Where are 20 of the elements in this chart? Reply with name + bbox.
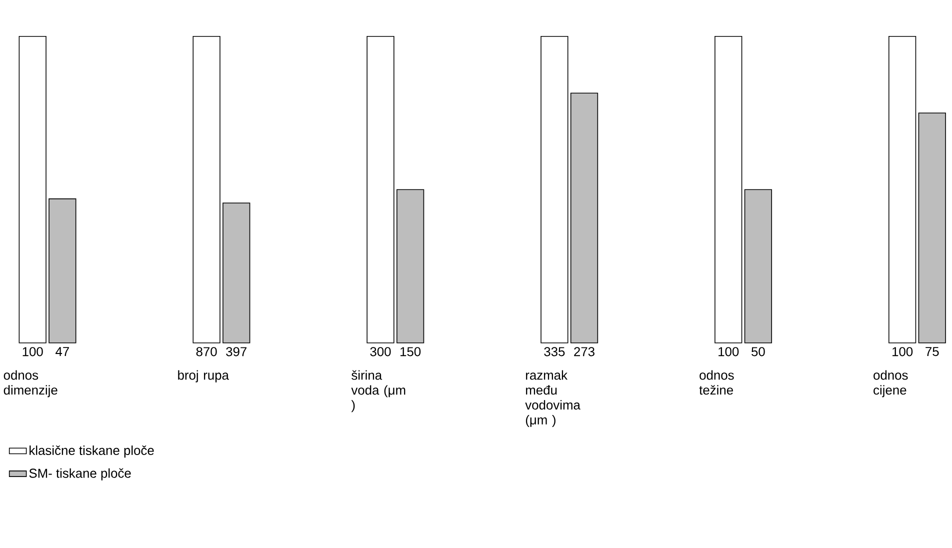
- data-label: 100: [718, 347, 739, 356]
- x-axis-title: odnos dimenzije: [4, 370, 58, 398]
- data-label: 273: [574, 347, 594, 356]
- x-axis-title: odnos cijene: [874, 370, 908, 398]
- data-label: 397: [226, 347, 246, 356]
- data-label: 47: [56, 347, 69, 356]
- x-axis-title: broj rupa: [178, 370, 229, 382]
- data-label: 50: [752, 347, 765, 356]
- data-label: 100: [892, 347, 913, 356]
- x-axis-title: razmak među vodovima (μm ): [525, 370, 580, 428]
- data-label: 870: [196, 347, 217, 356]
- data-label: 300: [370, 347, 391, 356]
- legend-label: klasične tiskane ploče: [30, 446, 154, 458]
- x-axis-title: odnos težine: [699, 370, 734, 395]
- x-axis-title: širina voda (μm ): [351, 370, 406, 412]
- data-label: 75: [926, 347, 939, 356]
- data-label: 335: [544, 347, 565, 356]
- legend-label: SM- tiskane ploče: [29, 468, 131, 481]
- data-label: 100: [22, 347, 43, 356]
- data-label: 150: [400, 347, 421, 356]
